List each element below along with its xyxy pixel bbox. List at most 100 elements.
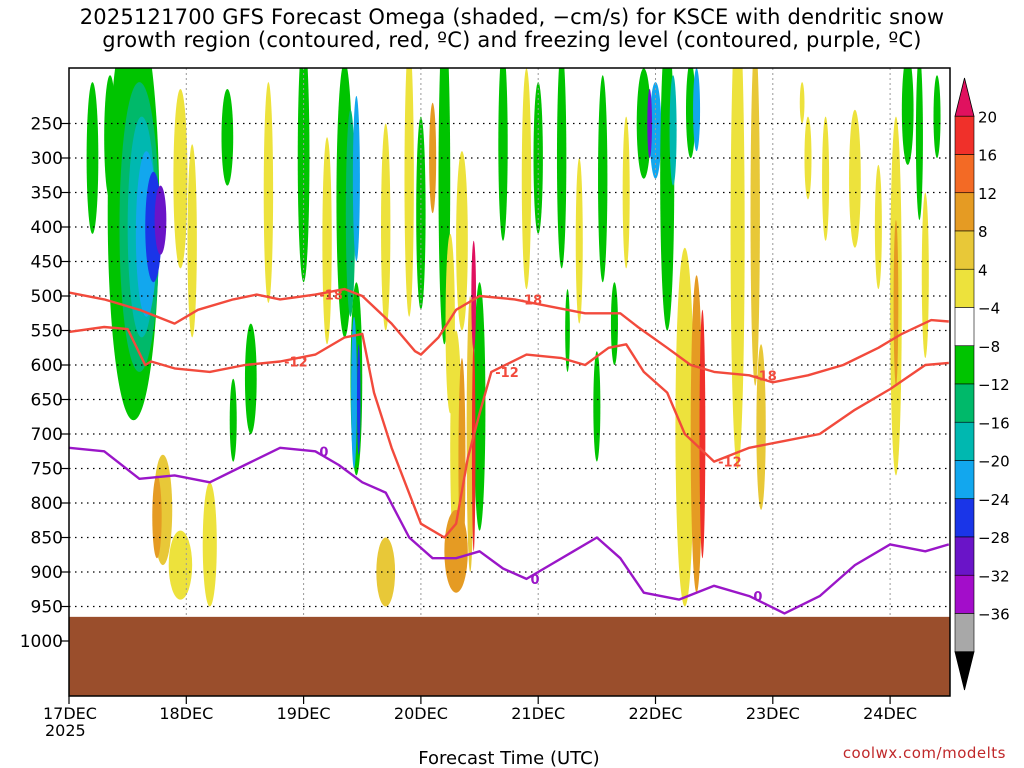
omega-shade-cell	[322, 137, 332, 345]
y-tick-label: 650	[31, 391, 63, 411]
colorbar-swatch	[954, 460, 975, 500]
omega-shade-cell	[685, 68, 696, 158]
colorbar-label: −32	[978, 567, 1010, 585]
contour-lines: -18 -18 -18 -12 -12 -12 0 0 0	[69, 287, 950, 615]
x-tick-label: 22DEC	[629, 704, 683, 723]
plot-background	[69, 68, 950, 696]
contour-line	[69, 287, 949, 384]
omega-shade-cell	[173, 89, 188, 269]
contour-label: -12	[718, 456, 742, 471]
colorbar-label: −16	[978, 414, 1010, 432]
y-tick-label: 550	[31, 322, 63, 342]
omega-shade-cell	[187, 144, 197, 338]
x-tick-label: 21DEC	[511, 704, 565, 723]
colorbar-label: 16	[978, 147, 997, 165]
omega-shade-cell	[429, 102, 437, 214]
omega-shade-cell	[750, 68, 760, 386]
omega-shade-cell	[849, 109, 861, 248]
omega-shade-cell	[381, 123, 391, 331]
x-tick-label: 17DEC	[43, 704, 97, 723]
source-credit: coolwx.com/modelts	[842, 744, 1006, 762]
colorbar-swatch	[954, 651, 975, 691]
colorbar-swatch	[954, 307, 975, 347]
omega-shade-cell	[498, 68, 508, 241]
contour-line	[69, 325, 949, 539]
contour-label: -18	[319, 289, 343, 304]
colorbar-legend: 20 16 12 8 4 −4 −8 −12 −16 −20 −24 −28 −32 −36	[954, 77, 1010, 691]
omega-shade-cell	[202, 482, 217, 607]
omega-shade-cell	[456, 151, 468, 331]
y-axis: 250 300 350 400 450 500 550 600 650 700 750 800 850 9…	[20, 115, 69, 652]
x-tick-label: 19DEC	[277, 704, 331, 723]
omega-shade-cell	[244, 323, 257, 434]
omega-shade-cell	[649, 82, 662, 179]
omega-shade-cell	[152, 475, 162, 559]
x-tick-label: 23DEC	[746, 704, 800, 723]
y-tick-label: 600	[31, 356, 63, 376]
omega-shade-cell	[933, 75, 941, 158]
y-tick-label: 850	[31, 529, 63, 549]
colorbar-label: 4	[978, 261, 988, 279]
colorbar-swatch	[954, 383, 975, 423]
y-tick-label: 1000	[20, 632, 63, 652]
colorbar-swatch	[954, 77, 975, 117]
contour-line	[69, 446, 950, 615]
terrain-ground	[69, 616, 950, 696]
colorbar-label: 20	[978, 108, 997, 126]
colorbar-swatch	[954, 154, 975, 194]
omega-shade-cell	[756, 344, 766, 510]
colorbar-swatch	[954, 230, 975, 270]
y-tick-label: 900	[31, 563, 63, 583]
colorbar-label: −36	[978, 606, 1010, 624]
contour-label: 0	[530, 573, 539, 588]
y-tick-label: 500	[31, 287, 63, 307]
omega-shade-cell	[730, 68, 745, 469]
omega-shade-cell	[874, 164, 882, 290]
omega-shade-cell	[229, 378, 237, 462]
colorbar-swatch	[954, 345, 975, 385]
colorbar-label: −12	[978, 376, 1010, 394]
contour-label: 0	[319, 445, 328, 460]
omega-shade-cell	[556, 68, 567, 269]
omega-shade-cell	[699, 309, 706, 559]
colorbar-swatch	[954, 536, 975, 576]
omega-shade-cell	[598, 75, 608, 283]
omega-shade-cell	[901, 68, 914, 165]
omega-shade-cell	[690, 275, 703, 593]
omega-shade-cell	[610, 282, 618, 365]
colorbar-swatch	[954, 192, 975, 232]
y-tick-label: 800	[31, 494, 63, 514]
omega-shade-cell	[799, 82, 805, 124]
contour-label: -18	[753, 369, 777, 384]
colorbar-swatch	[954, 613, 975, 653]
colorbar-swatch	[954, 268, 975, 308]
y-tick-label: 750	[31, 460, 63, 480]
omega-shade-cell	[471, 240, 477, 352]
omega-shade-cell	[351, 316, 357, 469]
chart-title: 2025121700 GFS Forecast Omega (shaded, −…	[0, 6, 1024, 52]
omega-shade-cell	[297, 68, 310, 283]
colorbar-label: 8	[978, 223, 988, 241]
omega-shade-cell	[473, 282, 486, 531]
colorbar-swatch	[954, 498, 975, 538]
x-axis: 17DEC 18DEC 19DEC 20DEC 21DEC 22DEC 23DEC 24DEC…	[43, 696, 917, 740]
omega-shade-cell	[693, 68, 701, 152]
omega-shade-cell	[168, 530, 193, 600]
omega-shade-cell	[647, 89, 652, 158]
omega-shade-cell	[471, 344, 476, 552]
x-tick-year-label: 2025	[45, 721, 86, 740]
omega-shade-cell	[893, 220, 899, 386]
contour-label: -12	[495, 366, 519, 381]
omega-shade-cell	[636, 68, 651, 179]
x-tick-label: 24DEC	[863, 704, 917, 723]
contour-label: -18	[519, 293, 543, 308]
omega-shade-cell	[221, 89, 234, 186]
title-line-1: 2025121700 GFS Forecast Omega (shaded, −…	[79, 5, 945, 29]
omega-shade-cell	[104, 75, 116, 200]
omega-shade-cell	[356, 344, 361, 455]
colorbar-label: −8	[978, 338, 1000, 356]
colorbar-label: −20	[978, 453, 1010, 471]
colorbar-label: −28	[978, 529, 1010, 547]
colorbar-label: 12	[978, 185, 997, 203]
